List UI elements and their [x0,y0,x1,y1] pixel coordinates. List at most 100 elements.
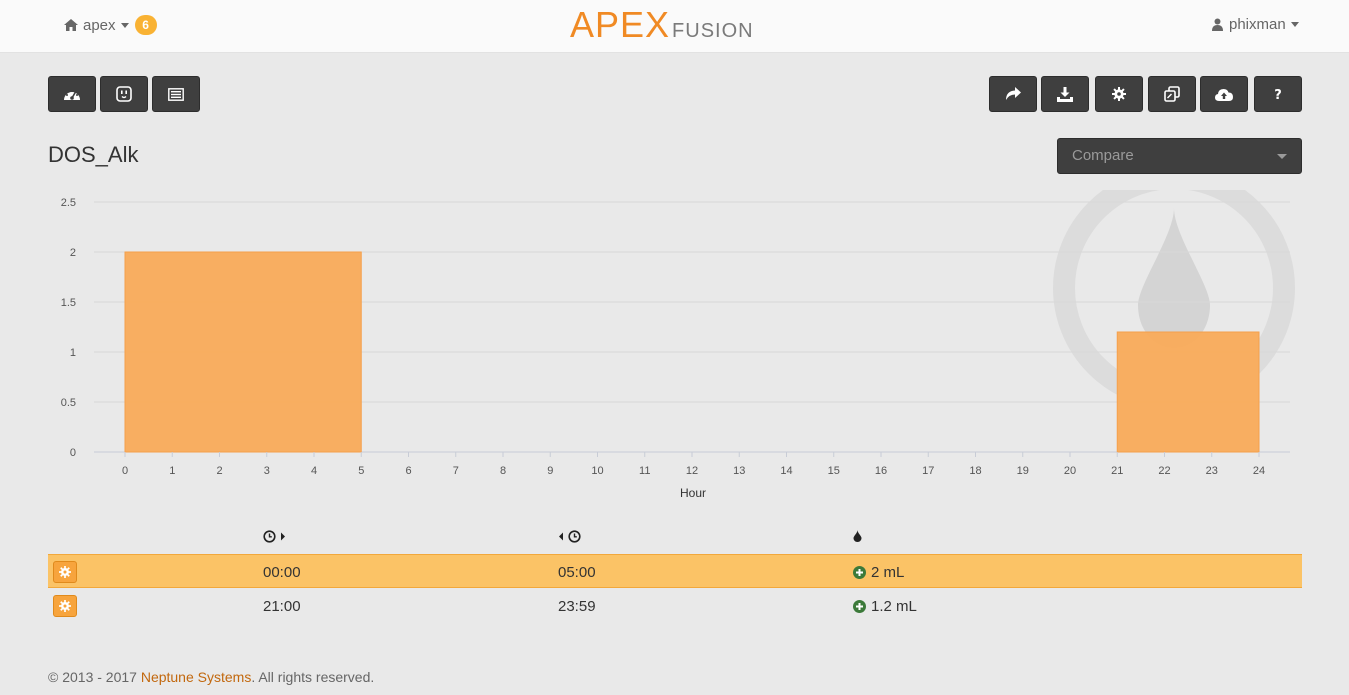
share-icon [1006,87,1021,100]
y-tick-label: 0.5 [61,397,76,409]
download-button[interactable] [1041,76,1089,112]
chevron-down-icon [1277,154,1287,159]
copy-icon [1164,86,1180,102]
x-axis-ticks: 0 1 2 3 4 5 6 7 8 9 10 11 12 13 14 15 16 17 18 19 20 21 22 23 24 [122,452,1265,477]
x-tick-label: 2 [216,465,222,477]
x-tick-label: 1 [169,465,175,477]
x-tick-label: 11 [639,465,650,477]
notification-badge[interactable]: 6 [134,15,157,35]
compare-placeholder: Compare [1072,147,1134,164]
footer: © 2013 - 2017 Neptune Systems. All right… [48,669,374,685]
outlets-button[interactable] [100,76,148,112]
x-tick-label: 0 [122,465,128,477]
gear-icon [1112,87,1126,101]
gear-icon [59,566,71,578]
x-tick-label: 20 [1064,465,1076,477]
apex-fusion-logo: APEX FUSION [570,7,754,43]
chevron-down-icon [1290,22,1299,27]
x-tick-label: 14 [780,465,792,477]
start-time-header [263,530,287,543]
cloud-upload-button[interactable] [1200,76,1248,112]
x-tick-label: 23 [1206,465,1218,477]
row-end-time: 05:00 [558,564,596,581]
x-tick-label: 9 [547,465,553,477]
plus-circle-icon [853,600,866,613]
footer-company-link[interactable]: Neptune Systems [140,669,252,685]
help-icon: ? [1274,88,1282,101]
row-start-time: 00:00 [263,564,301,581]
chart-bars [124,251,1260,453]
user-menu[interactable]: phixman [1212,16,1299,33]
row-amount: 1.2 mL [853,598,917,615]
device-name[interactable]: apex [83,16,116,34]
row-settings-button[interactable] [53,595,77,617]
row-settings-button[interactable] [53,561,77,583]
dashboard-button[interactable] [48,76,96,112]
drop-icon [853,530,862,542]
row-end-time: 23:59 [558,598,596,615]
footer-copyright: © 2013 - 2017 [48,669,137,685]
x-tick-label: 13 [733,465,745,477]
footer-rights: . All rights reserved. [251,669,375,685]
dosing-chart: 00.511.522.5 0 1 2 3 4 5 6 7 8 9 10 11 12 13 14 15 16 17 1… [61,190,1295,500]
end-time-header [558,530,582,543]
gear-icon [59,600,71,612]
top-navbar: apex 6 APEX FUSION phixman [0,0,1349,53]
chevron-down-icon [120,22,129,28]
chart-bar[interactable] [1116,331,1260,453]
row-amount-value: 1.2 mL [871,598,917,615]
x-axis-label: Hour [680,486,706,500]
y-tick-label: 1.5 [61,297,76,309]
x-tick-label: 24 [1253,465,1265,477]
user-icon [1212,18,1223,31]
cloud-upload-icon [1215,88,1233,101]
row-amount-value: 2 mL [871,564,905,581]
y-tick-label: 2 [70,247,76,259]
dashboard-icon [64,90,80,100]
list-icon [168,87,184,101]
end-time-icon [559,530,581,543]
x-tick-label: 4 [311,465,317,477]
x-tick-label: 21 [1111,465,1123,477]
device-menu[interactable]: apex 6 [64,15,157,35]
y-tick-label: 2.5 [61,197,76,209]
list-button[interactable] [152,76,200,112]
amount-header [853,530,862,542]
y-axis-ticks: 0 0.5 1 1.5 2 2.5 [61,197,76,459]
help-button[interactable]: ? [1254,76,1302,112]
x-tick-label: 15 [828,465,840,477]
table-row[interactable]: 00:00 05:00 2 mL [48,554,1302,588]
share-button[interactable] [989,76,1037,112]
svg-text:?: ? [1274,88,1282,101]
y-tick-label: 0 [70,447,76,459]
plus-circle-icon [853,566,866,579]
x-tick-label: 3 [264,465,270,477]
x-tick-label: 18 [969,465,981,477]
x-tick-label: 8 [500,465,506,477]
row-start-time: 21:00 [263,598,301,615]
x-tick-label: 22 [1158,465,1170,477]
x-tick-label: 17 [922,465,934,477]
x-tick-label: 6 [405,465,411,477]
x-tick-label: 12 [686,465,698,477]
start-time-icon [263,530,285,543]
table-row[interactable]: 21:00 23:59 1.2 mL [48,589,1302,623]
home-icon [64,19,78,31]
row-amount: 2 mL [853,564,904,581]
outlet-icon [116,86,132,102]
page-title: DOS_Alk [48,142,139,167]
user-name[interactable]: phixman [1229,16,1286,33]
chart-bar[interactable] [124,251,362,453]
y-tick-label: 1 [70,347,76,359]
x-tick-label: 19 [1017,465,1029,477]
compare-select[interactable]: Compare [1057,138,1302,174]
x-tick-label: 5 [358,465,364,477]
copy-button[interactable] [1148,76,1196,112]
download-icon [1057,86,1073,102]
x-tick-label: 7 [453,465,459,477]
x-tick-label: 16 [875,465,887,477]
settings-button[interactable] [1095,76,1143,112]
x-tick-label: 10 [591,465,603,477]
logo-primary: APEX [570,4,671,45]
logo-secondary: FUSION [672,20,754,42]
